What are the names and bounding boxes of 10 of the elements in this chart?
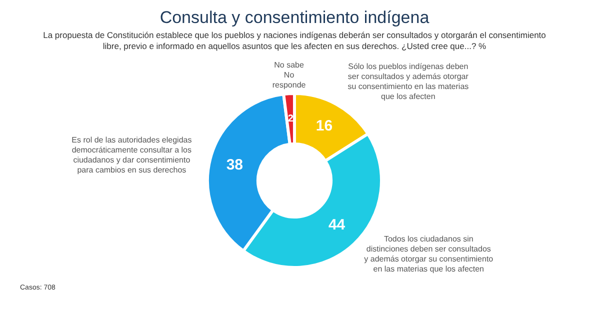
data-label: 16 xyxy=(316,118,333,135)
slice-label: Todos los ciudadanos sin distinciones deben ser consultados y además otorgar su consentimiento en las materias que los afecten xyxy=(364,234,494,274)
data-label: 38 xyxy=(226,156,244,174)
chart-subtitle: La propuesta de Constitución establece que los pueblos y naciones indígenas deberán ser consultados y otorgarán el consentimiento libre, previo e informado en aquellos asuntos que les afecten en sus derechos. ¿Usted cree que...? % xyxy=(42,29,547,52)
data-label: 44 xyxy=(328,216,346,234)
slice-label: No sabe No responde xyxy=(272,60,306,90)
slice-label: Es rol de las autoridades elegidas democráticamente consultar a los ciudadanos y dar consentimiento para cambios en sus derechos xyxy=(72,136,192,175)
chart-title: Consulta y consentimiento indígena xyxy=(158,8,430,28)
slice-label: Sólo los pueblos indígenas deben ser consultados y además otorgar su consentimiento en las materias que los afecten xyxy=(348,62,469,102)
data-label: 2 xyxy=(288,114,294,125)
